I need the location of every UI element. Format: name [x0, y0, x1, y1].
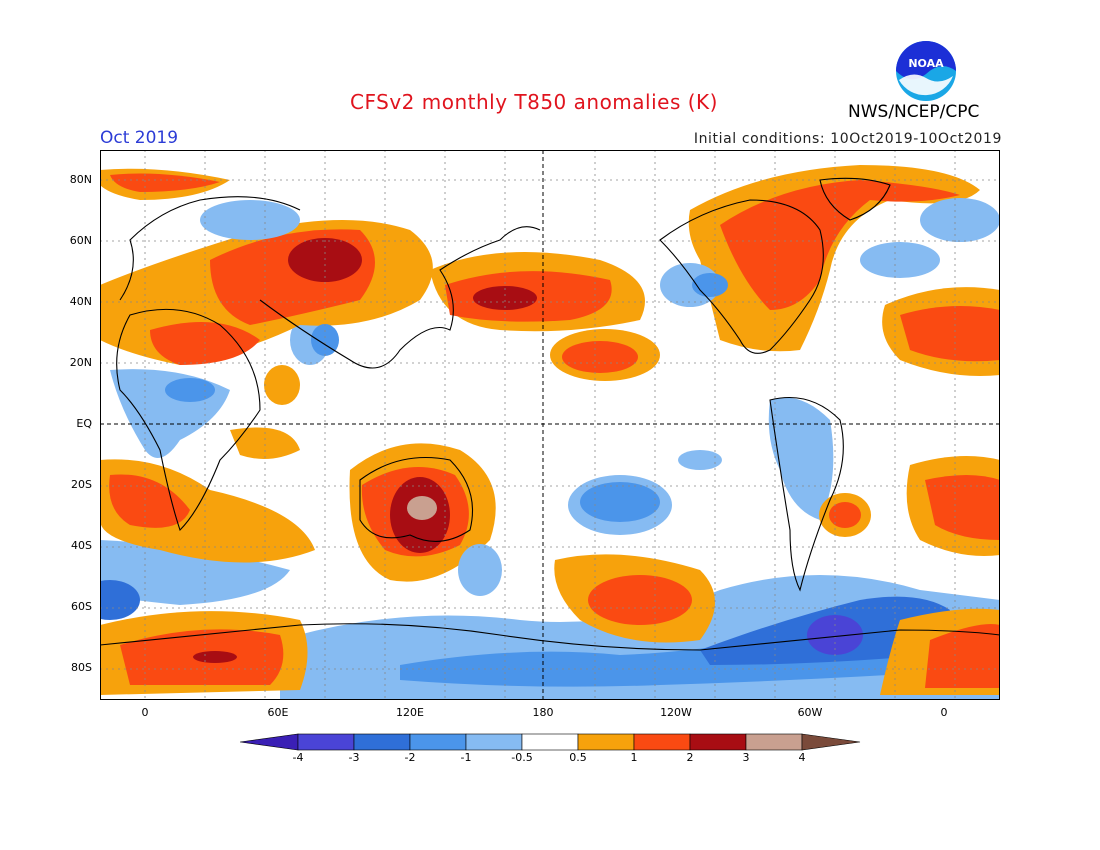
colorbar	[240, 733, 861, 751]
cold-anomaly-region	[580, 482, 660, 522]
greenland-coast	[819, 177, 891, 221]
graticule	[100, 150, 1000, 700]
colorbar-cell	[577, 733, 635, 751]
warm-anomaly-region	[925, 624, 1000, 688]
warm-anomaly-region	[829, 502, 861, 528]
cold-anomaly-region	[807, 615, 863, 655]
map-title: CFSv2 monthly T850 anomalies (K)	[350, 90, 718, 114]
agency-label: NWS/NCEP/CPC	[848, 102, 980, 122]
lat-label-20s: 20S	[71, 478, 92, 491]
warm-anomaly-region	[109, 474, 190, 528]
lat-label-eq: EQ	[76, 417, 92, 430]
lon-label-180: 180	[532, 706, 554, 719]
lon-label-120w: 120W	[660, 706, 692, 719]
noaa-logo: NOAA	[896, 41, 956, 101]
colorbar-tick-label: 4	[798, 751, 806, 764]
colorbar-tick-label: -2	[404, 751, 416, 764]
africa-coast	[116, 308, 261, 532]
lon-label-0: 0	[141, 706, 149, 719]
lat-label-60s: 60S	[71, 600, 92, 613]
cold-anomaly-region	[692, 273, 728, 297]
cold-anomaly-region	[100, 580, 140, 620]
warm-anomaly-region	[925, 475, 1000, 540]
lat-label-60n: 60N	[69, 234, 92, 247]
colorbar-cell	[689, 733, 747, 751]
warm-anomaly-region	[588, 575, 692, 625]
cold-anomaly-region	[768, 397, 834, 520]
warm-anomaly-region	[264, 365, 300, 405]
colorbar-tick-label: 1	[630, 751, 638, 764]
lon-label-120e: 120E	[396, 706, 424, 719]
colorbar-cell	[465, 733, 523, 751]
antarctica-coast	[100, 623, 1000, 651]
warm-anomaly-region	[193, 651, 237, 663]
cold-anomaly-region	[100, 540, 290, 605]
colorbar-cell	[633, 733, 691, 751]
colorbar-tick-label: -0.5	[511, 751, 533, 764]
colorbar-cell	[521, 733, 579, 751]
north-america-coast	[659, 199, 824, 354]
warm-anomaly-region	[473, 286, 537, 310]
lat-label-80s: 80S	[71, 661, 92, 674]
initial-conditions: Initial conditions: 10Oct2019-10Oct2019	[693, 131, 1002, 147]
cold-anomaly-region	[311, 324, 339, 356]
lat-label-20n: 20N	[69, 356, 92, 369]
colorbar-tick-label: -1	[460, 751, 472, 764]
colorbar-tick-label: -3	[348, 751, 360, 764]
anomaly-map	[100, 150, 1000, 700]
warm-anomaly-region	[562, 341, 638, 373]
cold-anomaly-region	[458, 544, 502, 596]
cold-anomaly-region	[200, 200, 300, 240]
warm-anomaly-region	[900, 306, 1000, 362]
cold-anomaly-region	[920, 198, 1000, 242]
forecast-month: Oct 2019	[100, 128, 179, 148]
colorbar-min-arrow	[240, 733, 299, 751]
europe-coast	[119, 196, 301, 301]
coastlines	[100, 177, 1000, 651]
lat-label-40s: 40S	[71, 539, 92, 552]
warm-anomaly-region	[230, 427, 300, 459]
colorbar-tick-label: -4	[292, 751, 304, 764]
cold-anomaly-region	[678, 450, 722, 470]
lat-label-80n: 80N	[69, 173, 92, 186]
south-america-coast	[769, 396, 844, 592]
australia-coast	[359, 457, 474, 542]
colorbar-cell	[297, 733, 355, 751]
lon-label-0-east: 0	[940, 706, 948, 719]
lat-label-40n: 40N	[69, 295, 92, 308]
noaa-logo-text: NOAA	[908, 57, 944, 70]
colorbar-tick-label: 3	[742, 751, 750, 764]
asia-coast	[259, 226, 541, 369]
colorbar-cell	[409, 733, 467, 751]
lon-label-60w: 60W	[797, 706, 823, 719]
colorbar-tick-label: 0.5	[569, 751, 587, 764]
colorbar-max-arrow	[801, 733, 861, 751]
warm-anomaly-region	[407, 496, 437, 520]
warm-anomaly-region	[720, 180, 960, 310]
colorbar-cell	[353, 733, 411, 751]
warm-anomaly-region	[110, 173, 220, 192]
lon-label-60e: 60E	[267, 706, 289, 719]
cold-anomaly-region	[165, 378, 215, 402]
colorbar-tick-label: 2	[686, 751, 694, 764]
cold-anomaly-region	[860, 242, 940, 278]
colorbar-cell	[745, 733, 803, 751]
